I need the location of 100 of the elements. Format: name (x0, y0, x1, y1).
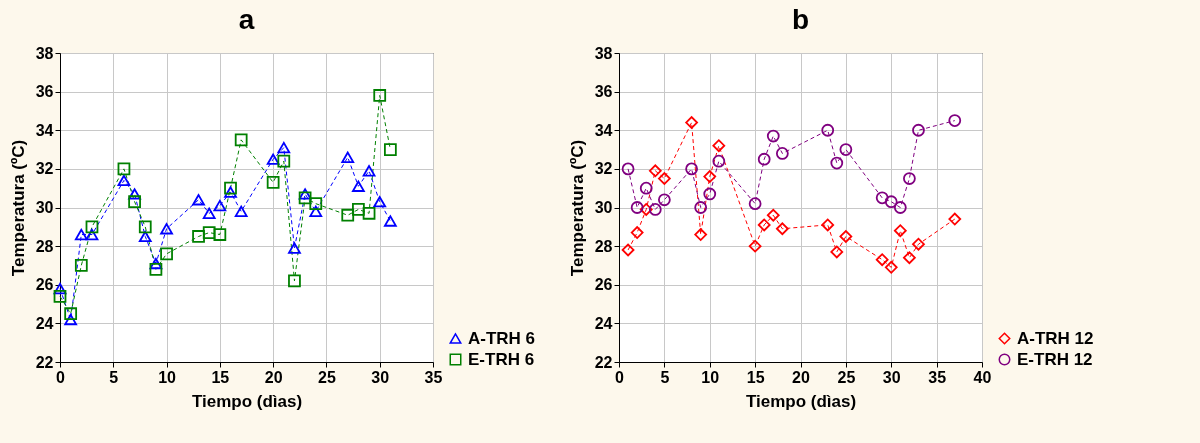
point (830, 245, 844, 259)
point (138, 230, 152, 243)
x-tick-label: 25 (837, 368, 856, 386)
point (224, 181, 237, 195)
y-tick-label: 38 (594, 44, 613, 62)
point (630, 201, 644, 214)
point (912, 237, 925, 251)
point (298, 188, 312, 200)
y-tick-label: 38 (35, 44, 54, 62)
point (948, 114, 962, 127)
y-tick-label: 26 (35, 276, 54, 294)
point (117, 174, 131, 187)
point (830, 156, 844, 170)
point (309, 205, 323, 218)
point (383, 215, 397, 227)
point (775, 222, 789, 236)
point (948, 212, 962, 226)
point (648, 164, 662, 178)
x-tick-label: 20 (264, 368, 283, 386)
legend-label: E-TRH 12 (1017, 349, 1093, 369)
point (903, 251, 916, 265)
point (694, 201, 708, 214)
point (213, 199, 227, 212)
point (748, 239, 762, 253)
point (884, 260, 898, 274)
point (383, 143, 397, 156)
y-tick-label: 34 (594, 121, 613, 139)
x-tick-label: 40 (973, 368, 992, 386)
point (309, 197, 323, 211)
legend-label: E-TRH 6 (468, 349, 535, 369)
y-tick-label: 30 (35, 199, 54, 216)
chart-title: b (791, 4, 810, 35)
point (266, 176, 280, 189)
point (352, 180, 365, 192)
point (128, 195, 141, 209)
point (341, 151, 355, 163)
point (362, 165, 376, 177)
point (288, 242, 301, 254)
point (658, 172, 671, 185)
point (875, 191, 889, 205)
y-axis-title: Temperatura (ºC) (8, 139, 28, 277)
point (766, 129, 780, 143)
point (757, 218, 771, 232)
point (128, 188, 141, 200)
y-tick-label: 30 (594, 199, 613, 216)
point (149, 257, 163, 270)
point (234, 205, 248, 218)
y-tick-label: 22 (35, 353, 54, 371)
point (149, 262, 163, 276)
x-tick-label: 5 (660, 368, 670, 386)
legend-label: A-TRH 12 (1017, 328, 1094, 348)
point (160, 223, 173, 235)
point (685, 116, 698, 129)
point (775, 147, 789, 160)
x-tick-label: 30 (371, 368, 390, 386)
point (138, 220, 152, 234)
y-tick-label: 34 (35, 121, 54, 139)
point (712, 154, 726, 168)
legend-label: A-TRH 6 (468, 328, 536, 348)
point (117, 162, 131, 176)
x-tick-label: 10 (158, 368, 177, 386)
point (341, 208, 355, 222)
point (266, 153, 280, 165)
point (362, 206, 376, 220)
point (298, 191, 312, 205)
x-tick-label: 25 (318, 368, 336, 386)
y-tick-label: 26 (594, 276, 613, 294)
point (875, 253, 889, 267)
point (288, 274, 301, 288)
x-tick-label: 35 (928, 368, 947, 386)
x-tick-label: 5 (109, 368, 119, 386)
y-tick-label: 32 (35, 160, 54, 178)
y-tick-label: 36 (35, 83, 54, 101)
point (277, 141, 291, 154)
y-tick-label: 24 (35, 314, 54, 332)
point (839, 143, 853, 156)
point (912, 123, 925, 137)
x-tick-label: 15 (211, 368, 230, 386)
point (202, 207, 216, 219)
point (74, 259, 88, 272)
point (648, 203, 662, 216)
point (202, 226, 216, 239)
point (53, 282, 67, 295)
x-tick-label: 35 (424, 368, 443, 386)
point (703, 187, 717, 201)
x-axis-title: Tiempo (dìas) (745, 391, 857, 411)
chart-title: a (238, 4, 255, 35)
point (53, 289, 67, 303)
x-tick-label: 30 (882, 368, 901, 386)
x-tick-label: 0 (615, 368, 625, 386)
y-tick-label: 28 (35, 237, 54, 255)
x-tick-label: 15 (746, 368, 765, 386)
point (213, 228, 227, 241)
point (64, 313, 78, 326)
point (658, 193, 671, 207)
point (621, 243, 635, 257)
point (74, 228, 88, 241)
point (821, 218, 835, 232)
point (277, 154, 291, 168)
point (160, 247, 173, 261)
